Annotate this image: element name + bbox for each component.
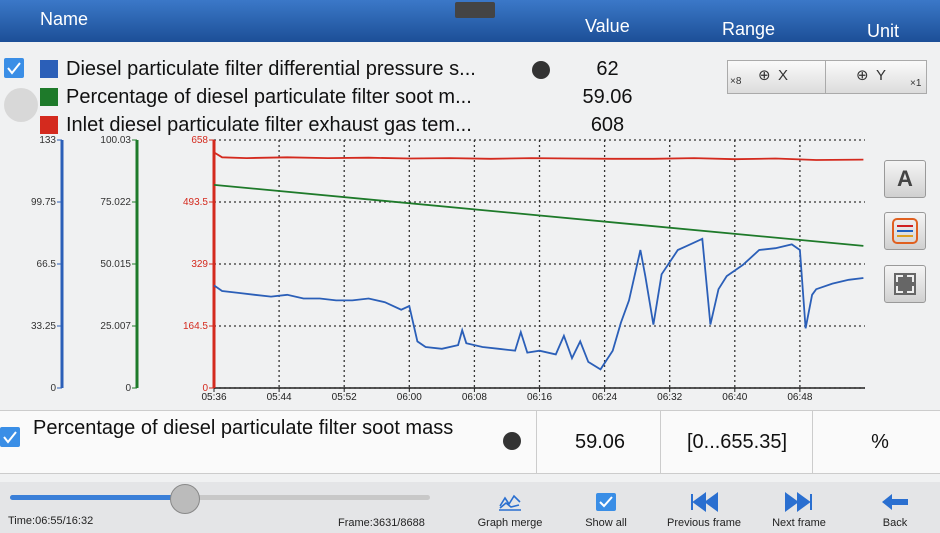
detail-name: Percentage of diesel particulate filter … <box>33 417 454 439</box>
y-tick-label: 0 <box>50 383 56 394</box>
button-label: Graph merge <box>477 517 543 529</box>
zoom-y-button[interactable]: ⊕ Y ×1 <box>826 61 926 93</box>
slider-knob[interactable] <box>170 484 200 514</box>
y-tick-label: 133 <box>39 135 56 146</box>
series-button[interactable] <box>884 212 926 250</box>
chart: 05:36 05:44 05:52 06:00 06:08 06:16 06:24 06:32… <box>31 135 865 403</box>
graph-merge-icon <box>499 494 521 511</box>
separator <box>660 411 661 473</box>
button-label: Back <box>882 517 908 529</box>
toolbar-button[interactable]: Back <box>850 492 940 529</box>
button-label: Previous frame <box>667 517 741 529</box>
separator <box>536 411 537 473</box>
y-tick-label: 329 <box>191 259 208 270</box>
series-color <box>40 116 58 134</box>
button-label: Show all <box>585 517 627 529</box>
series-name: Percentage of diesel particulate filter … <box>66 86 472 108</box>
series-icon <box>892 218 918 244</box>
drag-handle[interactable] <box>455 2 495 18</box>
series-name: Inlet diesel particulate filter exhaust … <box>66 114 472 136</box>
y-tick-label: 658 <box>191 135 208 146</box>
x-tick-label: 06:08 <box>462 392 487 403</box>
zoom-factor: ×1 <box>910 78 922 89</box>
text-button[interactable]: A <box>884 160 926 198</box>
zoom-icon: ⊕ <box>758 67 771 84</box>
series-line <box>213 237 864 371</box>
y-tick-label: 33.25 <box>31 321 56 332</box>
series-row: Percentage of diesel particulate filter … <box>0 84 720 112</box>
next-icon <box>785 492 812 512</box>
x-tick-label: 06:32 <box>657 392 682 403</box>
series-row: Inlet diesel particulate filter exhaust … <box>0 112 720 140</box>
checkbox[interactable] <box>0 427 20 447</box>
x-tick-label: 05:36 <box>201 392 226 403</box>
toolbar-button[interactable]: Graph merge <box>465 492 555 529</box>
column-header: Range <box>722 19 776 39</box>
check-icon <box>7 62 21 75</box>
y-tick-label: 0 <box>125 383 131 394</box>
zoom-factor: ×8 <box>730 76 742 87</box>
frame-status: Frame:3631/8688 <box>338 517 425 529</box>
column-header: Unit <box>867 21 900 41</box>
series-color <box>40 60 58 78</box>
y-tick-label: 50.015 <box>100 259 131 270</box>
x-tick-label: 06:48 <box>787 392 812 403</box>
x-tick-label: 05:44 <box>267 392 292 403</box>
y-tick-label: 75.022 <box>100 197 131 208</box>
fullscreen-button[interactable] <box>884 265 926 303</box>
y-tick-label: 99.75 <box>31 197 56 208</box>
x-tick-label: 06:00 <box>397 392 422 403</box>
series-value: 59.06 <box>582 86 633 108</box>
x-tick-label: 06:40 <box>722 392 747 403</box>
toolbar: Time:06:55/16:32 Frame:3631/8688 Graph m… <box>0 482 940 533</box>
series-line <box>213 184 864 247</box>
y-tick-label: 100.03 <box>100 135 131 146</box>
zoom-controls: ×8 ⊕ X ⊕ Y ×1 <box>727 60 927 94</box>
x-tick-label: 05:52 <box>332 392 357 403</box>
zoom-icon: ⊕ <box>856 67 869 84</box>
button-label: Next frame <box>772 517 826 529</box>
show-all-icon <box>596 493 616 511</box>
toolbar-button[interactable]: Previous frame <box>659 492 749 529</box>
y-tick-label: 25.007 <box>100 321 131 332</box>
slider-track[interactable] <box>10 495 430 500</box>
column-header: Value <box>585 16 630 36</box>
series-value: 608 <box>590 114 625 136</box>
check-icon <box>3 431 17 444</box>
slider-fill <box>10 495 185 500</box>
series-line <box>213 151 864 161</box>
detail-range: [0...655.35] <box>686 431 788 453</box>
series-color <box>40 88 58 106</box>
previous-icon <box>691 492 718 512</box>
zoom-x-button[interactable]: ×8 ⊕ X <box>728 61 826 93</box>
column-header: Name <box>40 9 89 29</box>
dropdown[interactable] <box>503 432 521 450</box>
series-row: Diesel particulate filter differential p… <box>0 56 720 84</box>
selector <box>4 88 38 122</box>
y-tick-label: 493.5 <box>183 197 208 208</box>
toolbar-button[interactable]: Show all <box>561 492 651 529</box>
y-tick-label: 0 <box>202 383 208 394</box>
x-tick-label: 06:24 <box>592 392 617 403</box>
separator <box>812 411 813 473</box>
back-icon <box>882 494 908 510</box>
zoom-label: Y <box>876 67 887 84</box>
detail-unit: % <box>871 431 889 453</box>
detail-value: 59.06 <box>574 431 626 453</box>
y-tick-label: 66.5 <box>37 259 57 270</box>
y-tick-label: 164.5 <box>183 321 208 332</box>
expand-icon <box>894 273 916 295</box>
checkbox[interactable] <box>4 58 24 78</box>
series-value: 62 <box>596 58 619 80</box>
series-name: Diesel particulate filter differential p… <box>66 58 476 80</box>
toolbar-button[interactable]: Next frame <box>754 492 844 529</box>
time-status: Time:06:55/16:32 <box>8 515 94 527</box>
dropdown[interactable] <box>532 61 550 79</box>
zoom-label: X <box>778 67 789 84</box>
header-bar: Name Value Range Unit <box>0 0 940 42</box>
x-tick-label: 06:16 <box>527 392 552 403</box>
detail-row: Percentage of diesel particulate filter … <box>0 410 940 474</box>
